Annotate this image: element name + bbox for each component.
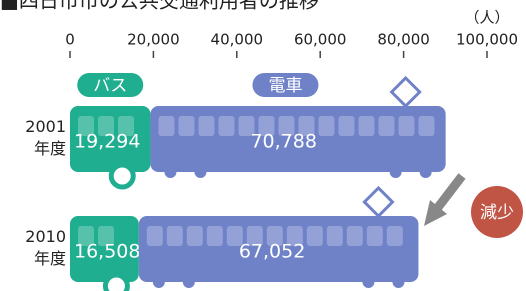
wheel [362, 276, 374, 288]
value-label: 19,294 [74, 131, 140, 153]
bus: 16,508 [70, 216, 140, 291]
x-tick-label: 60,000 [294, 31, 347, 49]
window [307, 226, 323, 246]
pantograph [392, 78, 420, 106]
legend-label: 電車 [268, 76, 302, 96]
chart-title: ■四日市市の公共交通利用者の推移 [0, 0, 319, 13]
window [207, 226, 223, 246]
window [167, 226, 183, 246]
window [338, 116, 354, 136]
x-tick-label: 40,000 [211, 31, 264, 49]
window [178, 116, 194, 136]
wheel [392, 276, 404, 288]
wheel [183, 276, 195, 288]
x-tick-label: 100,000 [456, 31, 518, 49]
wheel [153, 276, 165, 288]
value-label: 16,508 [74, 241, 140, 263]
window [418, 116, 434, 136]
window [198, 116, 214, 136]
x-tick-label: 80,000 [377, 31, 430, 49]
wheel [111, 165, 133, 187]
category-label: 2010 年度 [0, 226, 66, 270]
window [147, 226, 163, 246]
window [367, 226, 383, 246]
wheel [194, 166, 206, 178]
chart-svg: ■四日市市の公共交通利用者の推移 （人） 19,294 バス 70,788 電車 16,… [0, 0, 526, 291]
category-label: 2001 年度 [0, 116, 66, 160]
chart: ■四日市市の公共交通利用者の推移 （人） 19,294 バス 70,788 電車 16,… [0, 0, 526, 291]
x-tick-label: 20,000 [127, 31, 180, 49]
window [347, 226, 363, 246]
annotation: 減少 [480, 203, 514, 223]
window [398, 116, 414, 136]
window [158, 116, 174, 136]
window [218, 116, 234, 136]
window [187, 226, 203, 246]
x-tick-label: 0 [65, 31, 75, 49]
window [358, 116, 374, 136]
arrow [436, 176, 462, 210]
unit-label: （人） [464, 9, 509, 27]
train: 67,052 [139, 188, 419, 288]
window [318, 116, 334, 136]
window [378, 116, 394, 136]
bus: 19,294 バス [70, 73, 150, 187]
train: 70,788 電車 [150, 73, 445, 178]
wheel [164, 166, 176, 178]
legend-label: バス [93, 76, 127, 96]
value-label: 67,052 [239, 241, 305, 263]
wheel [105, 275, 127, 291]
wheel [420, 166, 432, 178]
pantograph [364, 188, 392, 216]
wheel [390, 166, 402, 178]
value-label: 70,788 [250, 131, 316, 153]
window [327, 226, 343, 246]
window [387, 226, 403, 246]
